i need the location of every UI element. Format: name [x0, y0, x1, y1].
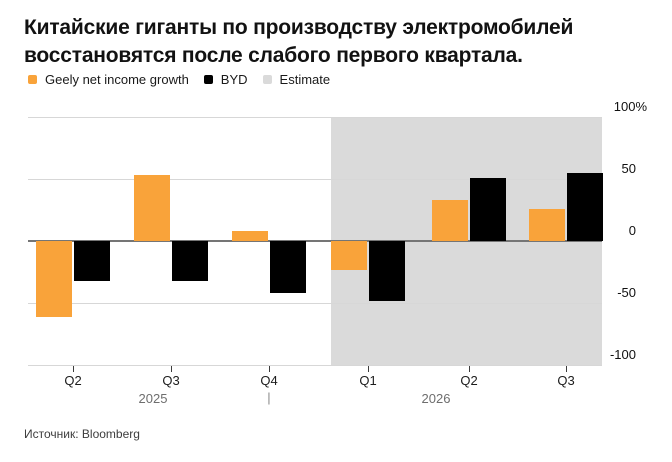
quarter-label-q2-2025: Q2 [64, 373, 82, 388]
x-tick-q3-2025 [171, 366, 172, 372]
quarter-label-q2-2026: Q2 [460, 373, 478, 388]
y-axis-label-100: 100% [613, 99, 647, 114]
gridline-50 [28, 179, 602, 180]
year-separator: | [267, 390, 271, 405]
bar-byd-q3-2025 [172, 241, 208, 281]
source-label: Источник: Bloomberg [24, 427, 140, 441]
bar-geely-q2-2025 [36, 241, 72, 317]
zero-line [28, 240, 602, 242]
chart-title-line1: Китайские гиганты по производству электр… [24, 16, 574, 39]
year-label-2025: 2025 [138, 391, 168, 406]
byd-swatch-icon [203, 75, 213, 84]
x-tick-q1-2026 [368, 366, 369, 372]
x-tick-q4-2025 [269, 366, 270, 372]
y-axis-label--100: -100 [609, 347, 636, 362]
gridline--100 [28, 365, 602, 366]
chart-legend: Geely net income growth BYD Estimate [28, 72, 330, 87]
legend-item-estimate: Estimate [262, 72, 331, 87]
legend-item-byd: BYD [203, 72, 248, 87]
y-axis-label--50: -50 [617, 285, 636, 300]
plot-area: 100% 50 0 -50 -100 Q2 Q3 Q4 Q1 Q2 Q3 2025 2026 | [28, 99, 647, 406]
bar-byd-q2-2025 [74, 241, 110, 281]
chart-title-line2: восстановятся после слабого первого квар… [24, 44, 523, 67]
estimate-swatch-icon [262, 75, 272, 84]
bar-geely-q4-2025 [232, 231, 268, 241]
quarter-label-q1-2026: Q1 [359, 373, 377, 388]
bar-byd-q3-2026 [567, 172, 603, 241]
bar-byd-q2-2026 [470, 177, 506, 241]
quarter-label-q3-2025: Q3 [162, 373, 180, 388]
bar-geely-q3-2025 [134, 175, 170, 241]
gridline-100 [28, 117, 602, 118]
legend-label-estimate: Estimate [279, 72, 331, 87]
legend-item-geely: Geely net income growth [28, 72, 189, 87]
y-axis-label-0: 0 [628, 223, 636, 238]
x-tick-q3-2026 [566, 366, 567, 372]
bar-geely-q3-2026 [529, 208, 565, 241]
legend-label-geely: Geely net income growth [45, 72, 189, 87]
bar-byd-q4-2025 [270, 241, 306, 294]
bar-geely-q1-2026 [331, 241, 367, 270]
bar-geely-q2-2026 [432, 200, 468, 241]
legend-label-byd: BYD [220, 72, 248, 87]
x-tick-q2-2025 [73, 366, 74, 372]
chart-title: Китайские гиганты по производству электр… [24, 14, 656, 70]
year-label-2026: 2026 [421, 391, 451, 406]
y-axis-label-50: 50 [621, 161, 636, 176]
quarter-label-q4-2025: Q4 [260, 373, 278, 388]
gridline--50 [28, 303, 602, 304]
x-tick-q2-2026 [469, 366, 470, 372]
quarter-label-q3-2026: Q3 [557, 373, 575, 388]
bar-byd-q1-2026 [369, 241, 405, 301]
geely-swatch-icon [28, 75, 37, 84]
